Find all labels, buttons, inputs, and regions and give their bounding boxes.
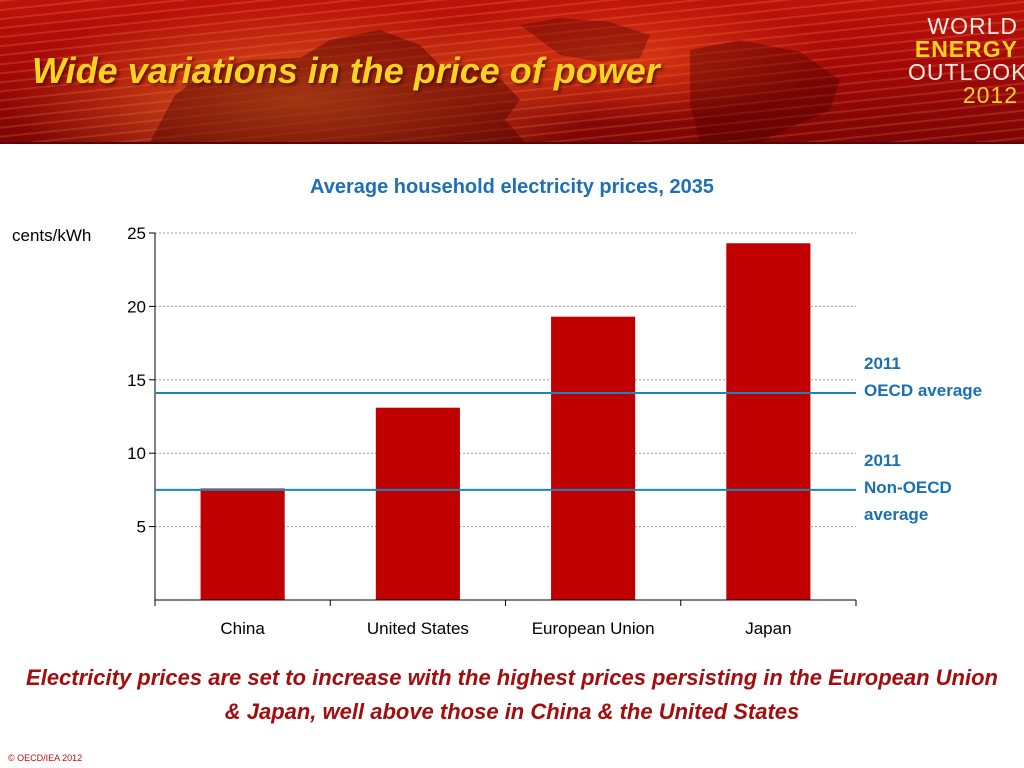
logo-line-outlook: OUTLOOK <box>908 59 1024 85</box>
bar-european-union <box>551 316 636 600</box>
reference-line-label: OECD average <box>864 381 982 400</box>
logo-line-world: WORLD <box>927 13 1018 39</box>
slide-title: Wide variations in the price of power <box>32 50 660 91</box>
axes <box>149 232 857 606</box>
x-tick-label: European Union <box>532 619 655 638</box>
header-banner: Wide variations in the price of power WO… <box>0 0 1024 144</box>
x-tick-label: China <box>220 619 265 638</box>
x-tick-label: Japan <box>745 619 791 638</box>
tick-labels: 5 10 15 20 25 China United States European Unio… <box>127 224 791 638</box>
copyright-notice: © OECD/IEA 2012 <box>8 753 83 763</box>
logo-line-energy: ENERGY <box>914 36 1018 62</box>
bar-japan <box>726 243 811 600</box>
reference-lines: 2011 OECD average 2011 Non-OECD average <box>155 354 982 524</box>
chart-title: Average household electricity prices, 20… <box>310 176 714 198</box>
bar-chart: 5 10 15 20 25 China United States European Unio… <box>12 224 982 638</box>
weo-logo: WORLD ENERGY OUTLOOK 2012 <box>908 13 1024 108</box>
y-tick-label: 5 <box>137 518 146 537</box>
bar-united-states <box>375 407 460 600</box>
bars <box>200 243 811 600</box>
reference-line-label: Non-OECD <box>864 478 952 497</box>
reference-line-label: 2011 <box>864 354 901 373</box>
reference-line-label: average <box>864 505 928 524</box>
x-tick-label: United States <box>367 619 469 638</box>
logo-line-year: 2012 <box>962 82 1018 108</box>
bar-china <box>200 488 285 600</box>
y-axis-label: cents/kWh <box>12 226 91 245</box>
reference-line-label: 2011 <box>864 451 901 470</box>
y-tick-label: 20 <box>127 297 146 316</box>
y-tick-label: 25 <box>127 224 146 243</box>
slide-caption: Electricity prices are set to increase w… <box>26 665 998 724</box>
y-tick-label: 15 <box>127 371 146 390</box>
globe-map-decoration <box>150 18 840 142</box>
y-tick-label: 10 <box>127 444 146 463</box>
